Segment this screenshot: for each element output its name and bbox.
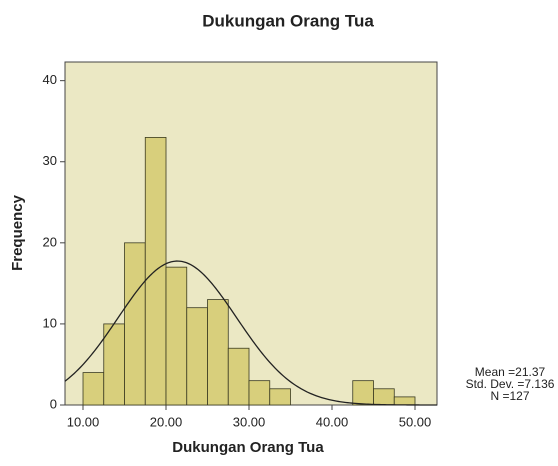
- stat-label: Mean =21.37: [474, 365, 546, 379]
- y-tick-label: 20: [43, 234, 57, 249]
- bar: [269, 388, 291, 406]
- y-tick-label: 0: [50, 396, 57, 411]
- bar: [103, 323, 125, 406]
- bar: [393, 396, 416, 406]
- x-tick-label: 30.00: [233, 414, 266, 429]
- x-tick-label: 10.00: [67, 414, 100, 429]
- bar: [82, 372, 105, 406]
- bar: [227, 347, 250, 406]
- y-axis-label: Frequency: [9, 194, 26, 271]
- y-tick-label: 30: [43, 153, 57, 168]
- x-tick-label: 50.00: [399, 414, 432, 429]
- x-tick-label: 40.00: [316, 414, 349, 429]
- y-tick-label: 10: [43, 315, 57, 330]
- bar: [124, 242, 146, 406]
- y-tick-label: 40: [43, 72, 57, 87]
- stat-label: N =127: [490, 389, 530, 403]
- chart-title: Dukungan Orang Tua: [202, 11, 374, 30]
- bar: [373, 388, 395, 406]
- bar: [352, 380, 374, 406]
- bar: [248, 380, 271, 406]
- bar: [207, 299, 229, 406]
- normal-curve: [64, 260, 437, 406]
- stats-box: Mean =21.37 Std. Dev. =7.136 N =127: [462, 366, 558, 402]
- x-axis-label: Dukungan Orang Tua: [172, 439, 324, 456]
- bar: [165, 266, 188, 406]
- stat-label: Std. Dev. =7.136: [465, 377, 555, 391]
- bar: [186, 307, 208, 406]
- x-tick-label: 20.00: [150, 414, 183, 429]
